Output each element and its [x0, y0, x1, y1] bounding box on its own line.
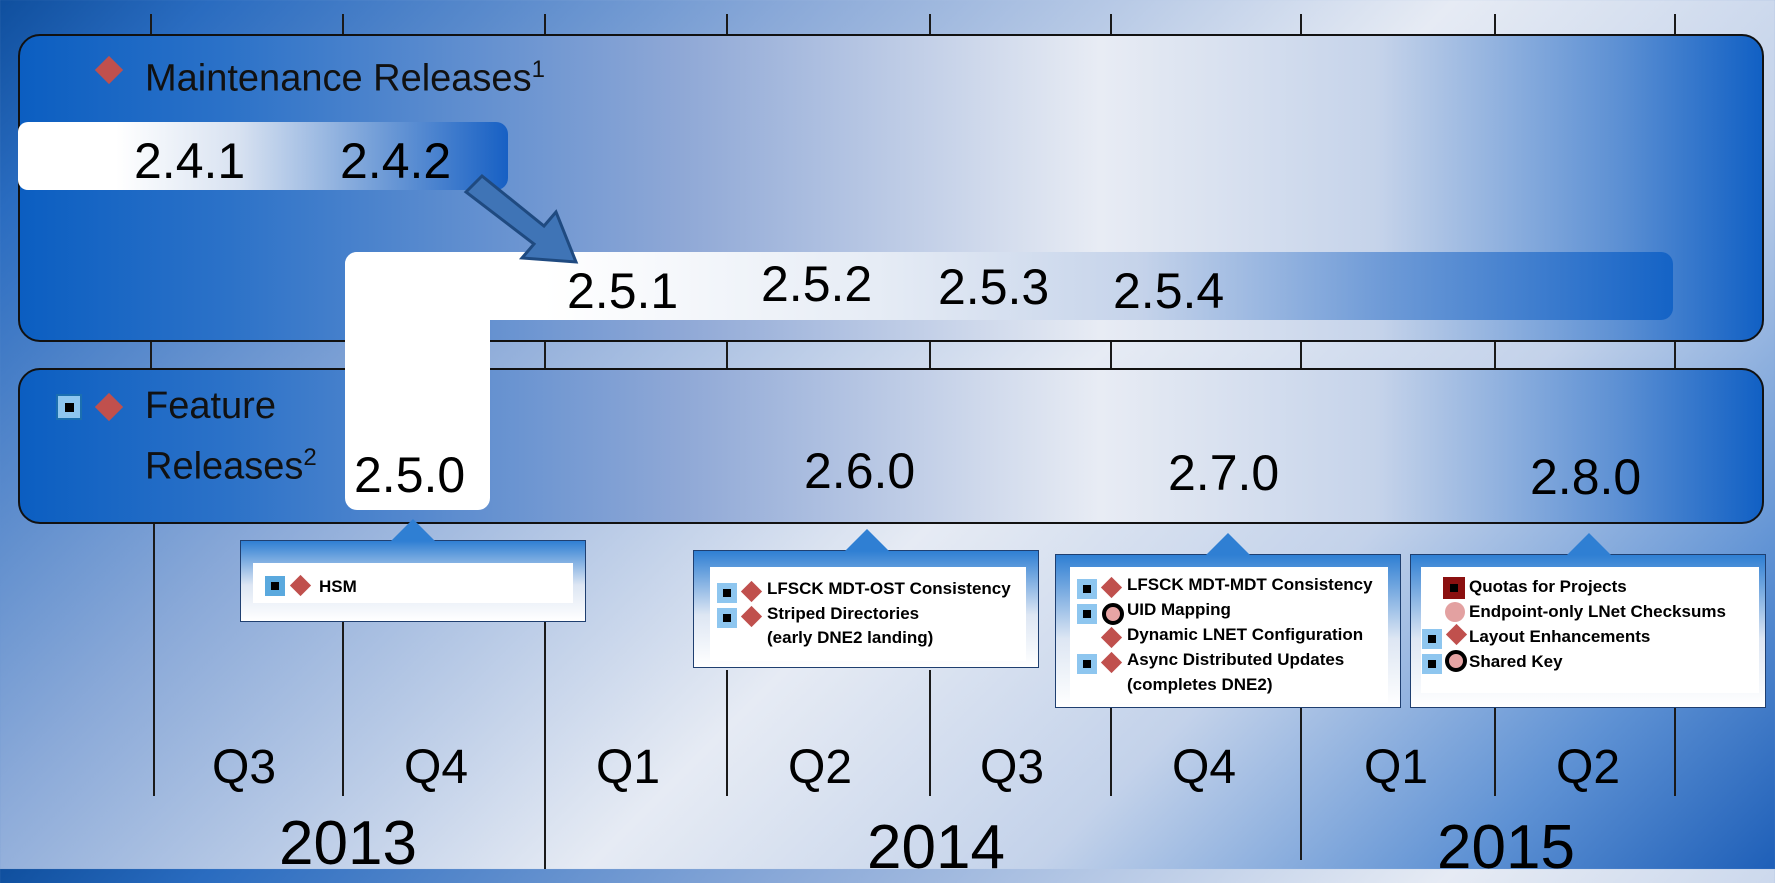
callout-pointer: [1567, 533, 1611, 555]
feature-square-icon: [265, 576, 285, 596]
arrow-icon: [463, 173, 579, 264]
timeline-tick: [929, 338, 931, 368]
version-label: 2.8.0: [1530, 449, 1642, 505]
quarter-label: Q3: [979, 741, 1045, 794]
feature-item: Endpoint-only LNet Checksums: [1469, 602, 1726, 621]
callout-2-8-0: Quotas for Projects Endpoint-only LNet C…: [1410, 533, 1766, 708]
timeline-tick: [1494, 708, 1496, 796]
timeline-tick: [1110, 338, 1112, 368]
maintenance-title: Maintenance Releases: [145, 57, 532, 100]
version-label: 2.5.4: [1113, 263, 1225, 319]
callout-body: [1070, 567, 1388, 703]
timeline-tick: [1110, 14, 1112, 34]
release-bar-2-4: [18, 122, 508, 190]
year-label: 2013: [279, 809, 417, 878]
timeline-tick: [342, 14, 344, 34]
timeline-tick: [544, 620, 546, 869]
feature-square-icon: [717, 608, 737, 628]
timeline-tick: [726, 338, 728, 368]
feature-square-icon: [1077, 654, 1097, 674]
version-label: 2.4.2: [340, 133, 452, 189]
ring-icon: [1445, 650, 1467, 672]
pink-circle-icon: [1445, 602, 1465, 622]
feature-item: UID Mapping: [1127, 600, 1231, 619]
ring-icon: [1102, 603, 1124, 625]
feature-heading-line2: Releases2: [145, 432, 317, 493]
callout-body: [710, 567, 1026, 661]
quarter-label: Q2: [1555, 741, 1621, 794]
quarter-label: Q3: [211, 741, 277, 794]
timeline-tick: [1110, 708, 1112, 796]
maintenance-footnote: 1: [531, 56, 545, 83]
feature-item: Quotas for Projects: [1469, 577, 1627, 596]
version-label: 2.4.1: [134, 133, 246, 189]
timeline-tick: [1494, 338, 1496, 368]
feature-item: HSM: [319, 577, 357, 596]
version-label: 2.5.3: [938, 259, 1050, 315]
timeline-tick: [1300, 708, 1302, 860]
version-label: 2.6.0: [804, 443, 916, 499]
feature-title: Releases: [145, 445, 304, 488]
feature-footnote: 2: [303, 444, 317, 471]
timeline-tick: [1674, 338, 1676, 368]
feature-item: LFSCK MDT-OST Consistency: [767, 579, 1011, 598]
callout-pointer: [1206, 533, 1250, 555]
callout-body: [1421, 567, 1759, 693]
feature-item: LFSCK MDT-MDT Consistency: [1127, 575, 1373, 594]
timeline-tick: [929, 14, 931, 34]
feature-square-icon: [1422, 629, 1442, 649]
feature-square-icon: [1422, 654, 1442, 674]
quarter-label: Q1: [595, 741, 661, 794]
feature-heading-line1: Feature: [145, 385, 276, 427]
callout-2-5-0: HSM: [240, 519, 586, 622]
timeline-tick: [1674, 14, 1676, 34]
year-label: 2015: [1437, 813, 1575, 882]
version-label: 2.7.0: [1168, 445, 1280, 501]
timeline-tick: [1674, 708, 1676, 796]
timeline-tick: [929, 670, 931, 796]
timeline-tick: [1300, 338, 1302, 368]
quarter-label: Q2: [787, 741, 853, 794]
release-block-2-5-0: [345, 252, 490, 510]
feature-item: (early DNE2 landing): [767, 628, 934, 647]
timeline-tick: [150, 14, 152, 34]
version-label: 2.5.2: [761, 256, 873, 312]
maintenance-heading: Maintenance Releases1: [145, 44, 545, 105]
feature-square-icon: [717, 583, 737, 603]
timeline-tick: [1300, 14, 1302, 34]
feature-square-icon: [56, 394, 82, 420]
callout-2-7-0: LFSCK MDT-MDT Consistency UID Mapping Dy…: [1055, 533, 1401, 708]
feature-item: (completes DNE2): [1127, 675, 1273, 694]
timeline-tick: [1494, 14, 1496, 34]
feature-item: Shared Key: [1469, 652, 1563, 671]
feature-item: Layout Enhancements: [1469, 627, 1651, 646]
feature-band: [18, 368, 1764, 524]
quarter-label: Q4: [1171, 741, 1237, 794]
timeline-tick: [544, 14, 546, 34]
feature-item: Striped Directories: [767, 604, 920, 623]
callout-2-6-0: LFSCK MDT-OST Consistency Striped Direct…: [693, 529, 1039, 668]
version-label: 2.5.0: [354, 447, 466, 503]
callout-pointer: [391, 519, 435, 541]
quarter-label: Q4: [403, 741, 469, 794]
quarter-label: Q1: [1363, 741, 1429, 794]
feature-square-icon: [1077, 579, 1097, 599]
timeline-tick: [726, 670, 728, 796]
timeline-tick: [153, 524, 155, 796]
version-label: 2.5.1: [567, 263, 679, 319]
dark-red-square-icon: [1443, 577, 1465, 599]
timeline-tick: [726, 14, 728, 34]
timeline-tick: [544, 338, 546, 368]
feature-item: Async Distributed Updates: [1127, 650, 1345, 669]
timeline-tick: [342, 620, 344, 796]
year-label: 2014: [867, 813, 1005, 882]
feature-square-icon: [1077, 604, 1097, 624]
release-bar-2-5: [345, 252, 1673, 320]
callout-pointer: [845, 529, 889, 551]
timeline-tick: [150, 338, 152, 368]
feature-item: Dynamic LNET Configuration: [1127, 625, 1364, 644]
